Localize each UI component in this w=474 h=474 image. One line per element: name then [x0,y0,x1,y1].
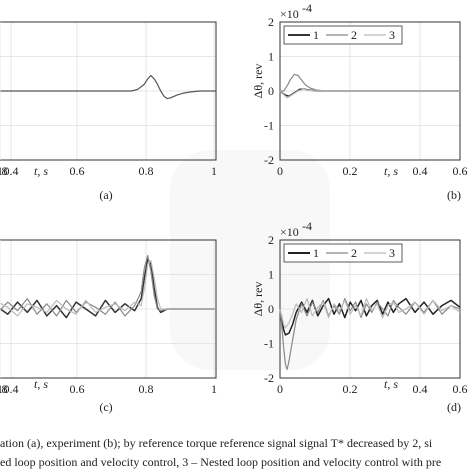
panel-d-series-3-line [279,298,461,329]
panel-c-x-tick-label: 1 [211,382,217,396]
panel-b-y-multiplier: ×10 [280,7,299,21]
panel-b-y-axis-label: Δθ, rev [251,64,265,99]
panel-d-y-tick-label: -2 [264,371,274,385]
panel-d-legend-label-3: 3 [389,246,395,260]
panel-d-caption-label: (d) [447,400,461,414]
figure-caption-line-2: ed loop position and velocity control, 3… [0,455,441,469]
panel-b-legend-label-1: 1 [313,28,319,42]
panel-d-series-2-line [279,298,461,370]
figure-caption-line-1: ation (a), experiment (b); by reference … [0,436,433,450]
panel-b-y-tick-label: 2 [268,15,274,29]
panel-b-x-tick-label: 0.2 [343,164,358,178]
panel-c-x-axis-label: t, s [34,377,48,391]
panel-c-series-3-line [0,260,216,317]
panel-d-y-axis-label: Δθ, rev [251,282,265,317]
panel-d-x-tick-label: 1 [0,382,3,396]
panel-b-y-tick-label: -2 [264,153,274,167]
panel-a-series-1-line [0,74,216,100]
panel-b-legend-label-2: 2 [351,28,357,42]
panel-b-series-3-line [279,88,460,99]
panel-d-y-tick-label: 0 [268,302,274,316]
panel-b-x-tick-label: 0.4 [413,164,428,178]
panel-d-x-axis-label: t, s [384,377,398,391]
panel-d-x-tick-label: 0.4 [413,382,428,396]
panel-b-y-tick-label: 0 [268,84,274,98]
panel-b-x-tick-label: 0.6 [453,164,468,178]
panel-b-x-tick-label: 1 [0,164,3,178]
panel-d-x-tick-label: 0.6 [453,382,468,396]
panel-b-legend-label-3: 3 [389,28,395,42]
panel-d-series-1-line [279,297,461,336]
panel-b-caption-label: (b) [447,188,461,202]
panel-a-x-tick-label: 0.4 [4,164,19,178]
panel-c-x-tick-label: 0.6 [70,382,85,396]
panel-d-x-tick-label: 0 [277,382,283,396]
panel-d-y-multiplier-exponent: -4 [302,219,312,233]
panel-a-x-tick-label: 0.8 [139,164,154,178]
panel-b-x-axis-label: t, s [384,164,398,178]
panel-d-y-tick-label: 1 [268,268,274,282]
panel-d-legend-label-1: 1 [313,246,319,260]
panel-d-y-tick-label: 2 [268,233,274,247]
panel-c-x-tick-label: 0.4 [4,382,19,396]
panel-a-caption-label: (a) [99,188,112,202]
panel-a-x-tick-label: 0.6 [70,164,85,178]
panel-d-y-multiplier: ×10 [280,225,299,239]
panel-b-x-tick-label: 0.8 [0,164,8,178]
panel-b-series-2-line [280,73,460,92]
panel-c-caption-label: (c) [99,400,112,414]
panel-d-legend-label-2: 2 [351,246,357,260]
panel-b-y-multiplier-exponent: -4 [302,1,312,15]
panel-c-x-tick-label: 0.8 [139,382,154,396]
panel-b-y-tick-label: -1 [264,119,274,133]
panel-d-y-tick-label: -1 [264,337,274,351]
panel-a-x-tick-label: 1 [211,164,217,178]
panel-b-y-tick-label: 1 [268,50,274,64]
panel-b-x-tick-label: 0 [277,164,283,178]
panel-d-x-tick-label: 0.8 [0,382,8,396]
panel-d-x-tick-label: 0.2 [343,382,358,396]
panel-a-x-axis-label: t, s [34,164,48,178]
